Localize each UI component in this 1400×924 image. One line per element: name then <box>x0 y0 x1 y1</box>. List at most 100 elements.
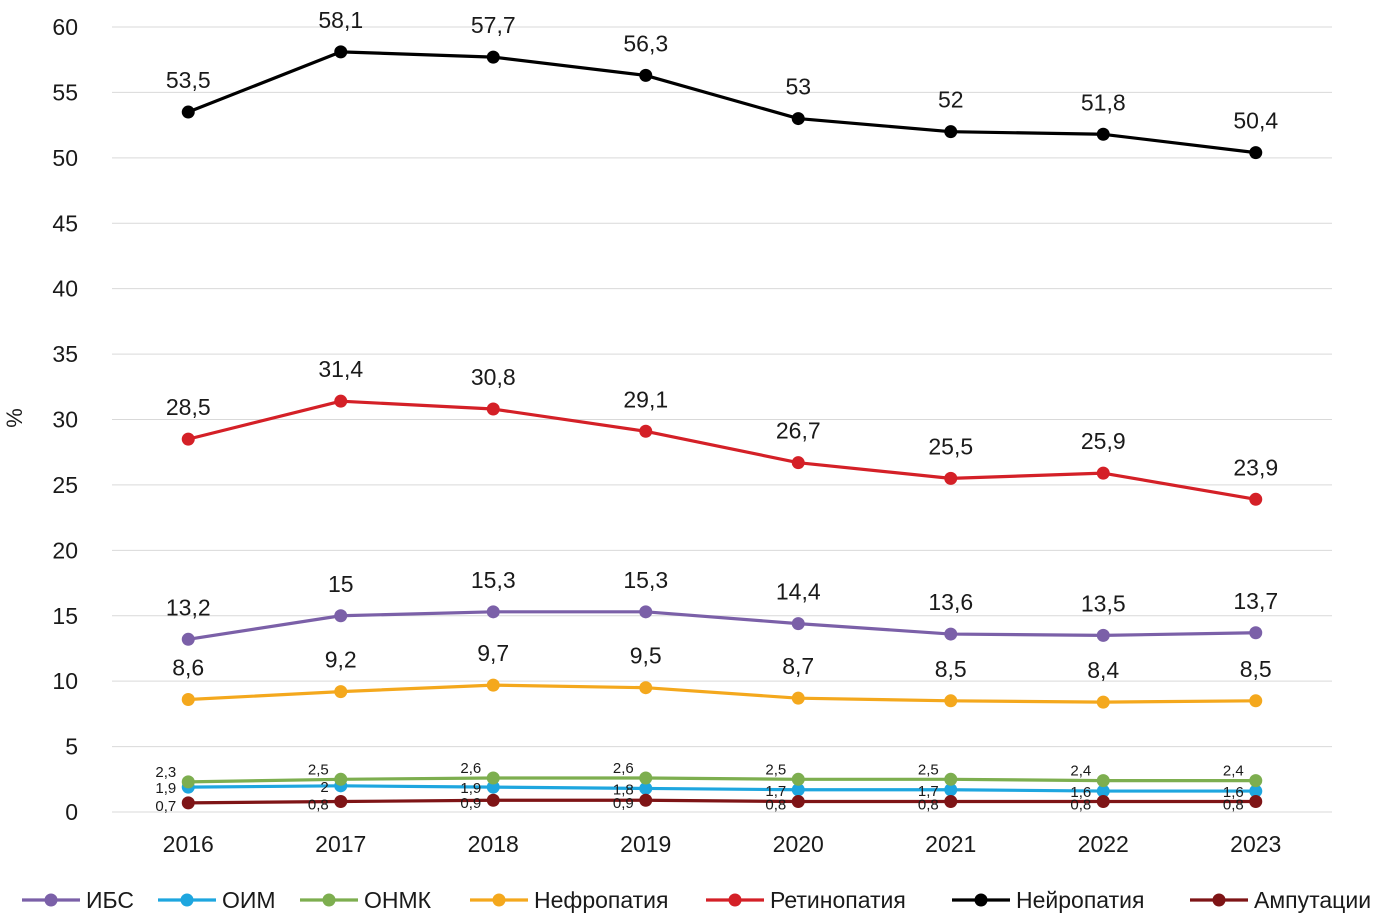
series-group <box>181 394 1263 506</box>
data-point <box>639 793 653 807</box>
grid <box>112 26 1332 813</box>
data-point <box>944 471 958 485</box>
series-group <box>181 605 1263 646</box>
data-label: 2,4 <box>1070 763 1091 780</box>
legend-label: Нейропатия <box>1016 887 1144 913</box>
legend-label: Ампутации <box>1254 887 1371 913</box>
series-line <box>187 50 1256 155</box>
series <box>181 45 1263 810</box>
data-label: 53,5 <box>166 67 211 93</box>
data-label: 58,1 <box>318 7 363 33</box>
data-point <box>944 694 958 708</box>
y-tick-label: 60 <box>52 14 78 40</box>
legend-label: ОИМ <box>222 887 276 913</box>
x-tick-label: 2019 <box>620 831 671 857</box>
data-label: 28,5 <box>166 394 211 420</box>
data-point <box>1249 784 1263 798</box>
y-tick-label: 15 <box>52 603 78 629</box>
data-label: 0,9 <box>613 795 634 812</box>
data-label: 0,9 <box>460 795 481 812</box>
legend-marker <box>728 893 742 907</box>
data-point <box>1096 127 1110 141</box>
data-point <box>334 45 348 59</box>
data-label: 13,6 <box>928 589 973 615</box>
data-label: 9,7 <box>477 640 509 666</box>
legend-item: Нефропатия <box>470 887 669 913</box>
data-label: 15,3 <box>471 567 516 593</box>
y-tick-label: 10 <box>52 668 78 694</box>
data-point <box>334 394 348 408</box>
data-label: 2,6 <box>613 760 634 777</box>
series-line <box>188 784 1256 793</box>
y-tick-label: 5 <box>65 734 78 760</box>
data-label: 53 <box>785 74 811 100</box>
x-tick-label: 2023 <box>1230 831 1281 857</box>
legend-marker <box>180 893 194 907</box>
data-label: 8,5 <box>1240 656 1272 682</box>
x-tick-label: 2016 <box>163 831 214 857</box>
data-point <box>1249 492 1263 506</box>
data-point <box>639 771 653 785</box>
data-label: 1,6 <box>1070 784 1091 801</box>
data-label: 1,9 <box>155 780 176 797</box>
data-point <box>1249 694 1263 708</box>
legend-marker <box>974 893 988 907</box>
data-point <box>791 772 805 786</box>
data-point <box>639 781 653 795</box>
y-tick-label: 0 <box>65 799 78 825</box>
series-group <box>181 771 1263 789</box>
data-label: 0,8 <box>765 797 786 814</box>
data-point <box>181 775 195 789</box>
y-tick-label: 55 <box>52 79 78 105</box>
legend-item: ОНМК <box>300 887 432 913</box>
data-point <box>334 795 348 809</box>
data-label: 2,6 <box>460 760 481 777</box>
data-point <box>639 605 653 619</box>
axes: 0 5 10 15 20 25 30 35 40 45 50 55 60 2016 2017 2018 2019… <box>2 14 1281 857</box>
legend-label: Нефропатия <box>534 887 669 913</box>
series-group <box>181 45 1263 160</box>
series-group <box>181 793 1263 810</box>
data-point <box>639 68 653 82</box>
data-label: 1,7 <box>765 783 786 800</box>
data-point <box>944 627 958 641</box>
data-point <box>1249 774 1263 788</box>
data-label: 14,4 <box>776 579 821 605</box>
data-point <box>486 402 500 416</box>
data-label: 56,3 <box>623 30 668 56</box>
data-label: 0,8 <box>1070 797 1091 814</box>
data-label: 8,6 <box>172 654 204 680</box>
data-point <box>486 605 500 619</box>
legend-label: ОНМК <box>364 887 432 913</box>
data-label: 15 <box>328 571 354 597</box>
data-point <box>944 772 958 786</box>
data-label: 8,5 <box>935 656 967 682</box>
data-point <box>791 783 805 797</box>
data-label: 0,8 <box>918 797 939 814</box>
data-label: 25,5 <box>928 433 973 459</box>
data-label: 29,1 <box>623 386 668 412</box>
data-point <box>181 432 195 446</box>
series-line <box>188 798 1256 805</box>
series-line <box>187 399 1257 501</box>
data-point <box>334 609 348 623</box>
y-tick-label: 35 <box>52 341 78 367</box>
series-group <box>181 678 1263 709</box>
x-tick-label: 2021 <box>925 831 976 857</box>
y-tick-label: 20 <box>52 537 78 563</box>
data-label: 0,8 <box>308 797 329 814</box>
data-label: 1,9 <box>460 780 481 797</box>
legend-item: ОИМ <box>158 887 276 913</box>
data-label: 57,7 <box>471 12 516 38</box>
data-point <box>181 632 195 646</box>
data-point <box>486 678 500 692</box>
data-label: 1,7 <box>918 783 939 800</box>
data-point <box>334 685 348 699</box>
data-label: 9,5 <box>630 643 662 669</box>
series-line <box>188 610 1256 641</box>
data-label: 13,2 <box>166 594 211 620</box>
data-label: 2,3 <box>155 764 176 781</box>
data-point <box>1096 784 1110 798</box>
data-label: 26,7 <box>776 418 821 444</box>
data-point <box>486 793 500 807</box>
